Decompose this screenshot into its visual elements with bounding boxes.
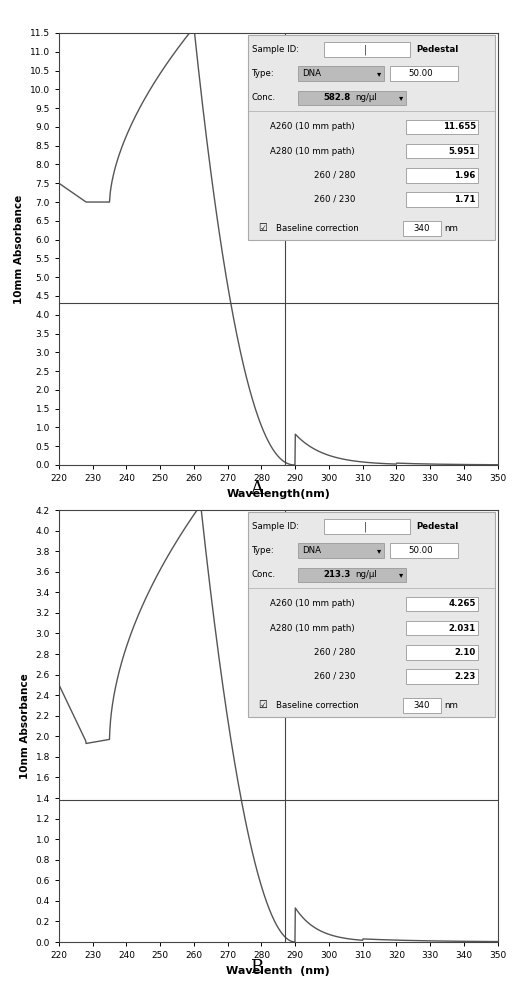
FancyBboxPatch shape [405, 120, 478, 134]
Text: ng/µl: ng/µl [355, 570, 377, 579]
Text: DNA: DNA [303, 69, 322, 78]
Text: Type:: Type: [252, 546, 275, 555]
Text: 260 / 230: 260 / 230 [313, 672, 355, 681]
Text: ▾: ▾ [399, 570, 403, 579]
FancyBboxPatch shape [405, 669, 478, 684]
Text: |: | [364, 44, 367, 55]
Text: 50.00: 50.00 [408, 546, 433, 555]
Text: ☑: ☑ [259, 223, 267, 233]
Text: 2.10: 2.10 [455, 648, 476, 657]
Text: 260 / 280: 260 / 280 [313, 171, 355, 180]
Text: Baseline correction: Baseline correction [276, 224, 359, 233]
Text: |: | [364, 521, 367, 532]
Text: Conc.: Conc. [252, 570, 276, 579]
FancyBboxPatch shape [390, 66, 458, 81]
Text: 2.23: 2.23 [455, 672, 476, 681]
Text: DNA: DNA [303, 546, 322, 555]
Text: 213.3: 213.3 [323, 570, 351, 579]
Text: A260 (10 mm path): A260 (10 mm path) [270, 599, 355, 608]
Text: Sample ID:: Sample ID: [252, 522, 299, 531]
Text: Type:: Type: [252, 69, 275, 78]
FancyBboxPatch shape [298, 568, 405, 582]
Text: ☑: ☑ [259, 700, 267, 710]
Text: 50.00: 50.00 [408, 69, 433, 78]
FancyBboxPatch shape [405, 621, 478, 635]
FancyBboxPatch shape [403, 698, 441, 713]
Text: ▾: ▾ [399, 93, 403, 102]
Text: 5.951: 5.951 [448, 147, 476, 156]
Text: B: B [250, 959, 263, 977]
Text: 340: 340 [413, 224, 430, 233]
Text: Conc.: Conc. [252, 93, 276, 102]
Text: ▾: ▾ [377, 69, 381, 78]
X-axis label: Wavelenth  (nm): Wavelenth (nm) [226, 966, 330, 976]
Text: 260 / 230: 260 / 230 [313, 195, 355, 204]
FancyBboxPatch shape [298, 66, 384, 81]
FancyBboxPatch shape [405, 144, 478, 158]
FancyBboxPatch shape [405, 168, 478, 183]
Text: 2.031: 2.031 [448, 624, 476, 633]
FancyBboxPatch shape [324, 519, 410, 534]
Text: nm: nm [444, 224, 458, 233]
FancyBboxPatch shape [405, 645, 478, 660]
Text: 1.96: 1.96 [455, 171, 476, 180]
Text: 582.8: 582.8 [323, 93, 351, 102]
Text: Pedestal: Pedestal [417, 45, 459, 54]
FancyBboxPatch shape [298, 91, 405, 105]
X-axis label: Wavelength(nm): Wavelength(nm) [226, 489, 330, 499]
Text: Pedestal: Pedestal [417, 522, 459, 531]
Text: A: A [250, 480, 263, 498]
Text: ▾: ▾ [377, 546, 381, 555]
FancyBboxPatch shape [248, 512, 496, 717]
FancyBboxPatch shape [390, 543, 458, 558]
FancyBboxPatch shape [248, 35, 496, 240]
Text: nm: nm [444, 701, 458, 710]
Y-axis label: 10mm Absorbance: 10mm Absorbance [14, 194, 24, 304]
Text: Sample ID:: Sample ID: [252, 45, 299, 54]
FancyBboxPatch shape [324, 42, 410, 57]
FancyBboxPatch shape [405, 597, 478, 611]
Text: Baseline correction: Baseline correction [276, 701, 359, 710]
Text: 340: 340 [413, 701, 430, 710]
Text: 1.71: 1.71 [454, 195, 476, 204]
FancyBboxPatch shape [405, 192, 478, 207]
Text: A260 (10 mm path): A260 (10 mm path) [270, 122, 355, 131]
Text: A280 (10 mm path): A280 (10 mm path) [270, 147, 355, 156]
Text: ng/µl: ng/µl [355, 93, 377, 102]
Text: 11.655: 11.655 [443, 122, 476, 131]
FancyBboxPatch shape [403, 221, 441, 236]
Y-axis label: 10nm Absorbance: 10nm Absorbance [20, 673, 30, 779]
Text: 260 / 280: 260 / 280 [313, 648, 355, 657]
FancyBboxPatch shape [298, 543, 384, 558]
Text: 4.265: 4.265 [448, 599, 476, 608]
Text: A280 (10 mm path): A280 (10 mm path) [270, 624, 355, 633]
